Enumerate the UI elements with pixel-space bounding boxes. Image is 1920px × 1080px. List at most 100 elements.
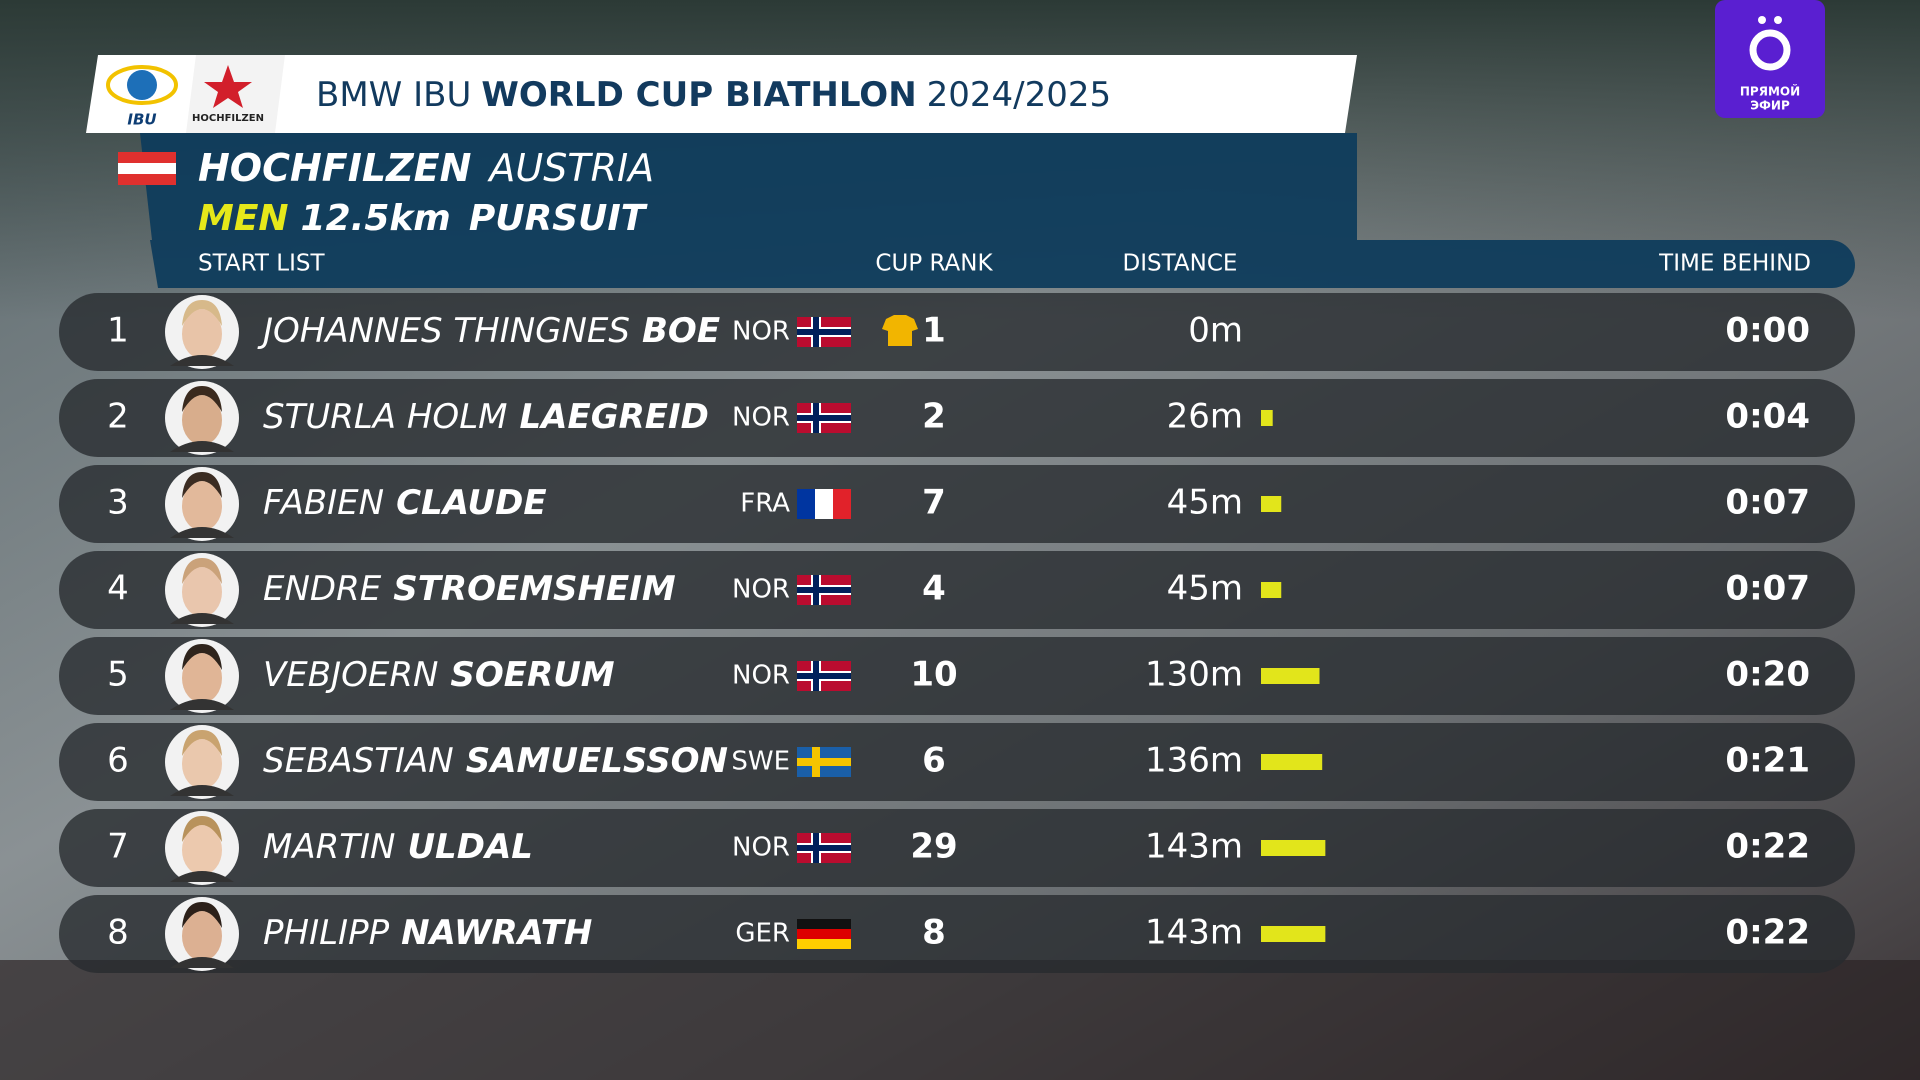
first-name: JOHANNES THINGNES bbox=[257, 311, 630, 351]
athlete-name: PHILIPP NAWRATH bbox=[263, 913, 592, 953]
flag-cross bbox=[797, 673, 851, 679]
athlete-hair bbox=[182, 644, 222, 670]
athlete-face bbox=[182, 481, 222, 531]
distance-label: 136m bbox=[1145, 741, 1243, 781]
cup-rank: 2 bbox=[922, 397, 946, 437]
nation: FRA bbox=[740, 489, 790, 519]
distance-bar bbox=[1261, 840, 1326, 856]
channel-logo-dot bbox=[1774, 16, 1782, 24]
time-behind: 0:22 bbox=[1725, 913, 1810, 953]
first-name: ENDRE bbox=[263, 569, 382, 609]
athlete-face bbox=[182, 825, 222, 875]
athlete-name: JOHANNES THINGNES BOE bbox=[257, 311, 720, 351]
channel-logo bbox=[1715, 0, 1825, 118]
distance-label: 143m bbox=[1145, 913, 1243, 953]
channel-logo-dot bbox=[1758, 16, 1766, 24]
channel-text: ПРЯМОЙ bbox=[1740, 84, 1800, 99]
distance-bar bbox=[1261, 582, 1282, 598]
race-distance: 12.5km bbox=[301, 198, 451, 239]
first-name: STURLA HOLM bbox=[263, 397, 507, 437]
athlete-hair bbox=[182, 472, 222, 498]
athlete-face bbox=[182, 911, 222, 961]
start-number: 7 bbox=[107, 827, 129, 867]
cup-rank: 6 bbox=[922, 741, 946, 781]
distance-bar bbox=[1261, 754, 1323, 770]
distance-label: 0m bbox=[1188, 311, 1243, 351]
athlete-shoulders bbox=[170, 699, 234, 710]
row-background bbox=[59, 551, 1855, 629]
start-number: 8 bbox=[107, 913, 129, 953]
row-background bbox=[59, 637, 1855, 715]
last-name: CLAUDE bbox=[396, 483, 546, 523]
first-name: MARTIN bbox=[263, 827, 395, 867]
athlete-hair bbox=[182, 558, 222, 584]
cup-rank: 4 bbox=[922, 569, 946, 609]
flag-cross bbox=[797, 415, 851, 421]
time-behind: 0:07 bbox=[1725, 483, 1810, 523]
austria-flag-stripe bbox=[118, 152, 176, 163]
venue: HOCHFILZEN bbox=[198, 146, 471, 190]
distance-label: 26m bbox=[1167, 397, 1243, 437]
athlete-name: ENDRE STROEMSHEIM bbox=[263, 569, 676, 609]
time-behind: 0:07 bbox=[1725, 569, 1810, 609]
athlete-row: 8 PHILIPP NAWRATH GER 8 143m 0:22 bbox=[59, 895, 1855, 973]
athlete-shoulders bbox=[170, 527, 234, 538]
distance-label: 45m bbox=[1167, 569, 1243, 609]
header-season: 2024/2025 bbox=[927, 75, 1112, 115]
cup-rank: 8 bbox=[922, 913, 946, 953]
first-name: SEBASTIAN bbox=[263, 741, 454, 781]
cup-rank: 1 bbox=[922, 311, 946, 351]
distance-bar bbox=[1261, 496, 1282, 512]
venue-logo-star bbox=[204, 65, 252, 108]
last-name: STROEMSHEIM bbox=[393, 569, 676, 609]
column-header: START LIST bbox=[198, 251, 325, 277]
column-header-bar bbox=[150, 240, 1855, 288]
event-race: MEN 12.5km PURSUIT bbox=[198, 198, 648, 239]
last-name: SAMUELSSON bbox=[466, 741, 728, 781]
column-header: TIME BEHIND bbox=[1658, 251, 1811, 277]
athlete-hair bbox=[182, 730, 222, 756]
athlete-row: 2 STURLA HOLM LAEGREID NOR 2 26m 0:04 bbox=[59, 379, 1855, 457]
athlete-name: MARTIN ULDAL bbox=[263, 827, 533, 867]
channel-text: ЭФИР bbox=[1750, 99, 1790, 113]
nation: NOR bbox=[732, 833, 790, 863]
row-background bbox=[59, 723, 1855, 801]
first-name: FABIEN bbox=[263, 483, 384, 523]
athlete-face bbox=[182, 739, 222, 789]
start-number: 2 bbox=[107, 397, 129, 437]
athlete-row: 1 JOHANNES THINGNES BOE NOR 1 0m 0:00 bbox=[59, 293, 1855, 371]
gender: MEN bbox=[198, 198, 289, 239]
flag-cross bbox=[797, 845, 851, 851]
start-number: 1 bbox=[107, 311, 129, 351]
venue-logo-text: HOCHFILZEN bbox=[192, 113, 264, 124]
athlete-name: STURLA HOLM LAEGREID bbox=[263, 397, 709, 437]
start-number: 3 bbox=[107, 483, 129, 523]
column-header: CUP RANK bbox=[875, 251, 993, 277]
column-header: DISTANCE bbox=[1123, 251, 1238, 277]
last-name: NAWRATH bbox=[401, 913, 592, 953]
ibu-logo-text: IBU bbox=[127, 111, 156, 129]
athlete-shoulders bbox=[170, 957, 234, 968]
flag bbox=[833, 489, 851, 519]
event-panel bbox=[140, 133, 1357, 240]
row-background bbox=[59, 895, 1855, 973]
athlete-name: SEBASTIAN SAMUELSSON bbox=[263, 741, 728, 781]
athlete-hair bbox=[182, 386, 222, 412]
cup-rank: 29 bbox=[910, 827, 957, 867]
athlete-name: FABIEN CLAUDE bbox=[263, 483, 547, 523]
athlete-shoulders bbox=[170, 613, 234, 624]
athlete-hair bbox=[182, 816, 222, 842]
start-list: 1 JOHANNES THINGNES BOE NOR 1 0m 0:00 2 STURLA H… bbox=[59, 293, 1855, 973]
athlete-shoulders bbox=[170, 871, 234, 882]
flag bbox=[815, 489, 833, 519]
time-behind: 0:20 bbox=[1725, 655, 1810, 695]
cup-rank: 10 bbox=[910, 655, 957, 695]
flag-cross bbox=[797, 329, 851, 335]
first-name: VEBJOERN bbox=[263, 655, 438, 695]
last-name: SOERUM bbox=[450, 655, 614, 695]
channel-logo-mark bbox=[1749, 29, 1791, 71]
nation: NOR bbox=[732, 661, 790, 691]
time-behind: 0:21 bbox=[1725, 741, 1810, 781]
